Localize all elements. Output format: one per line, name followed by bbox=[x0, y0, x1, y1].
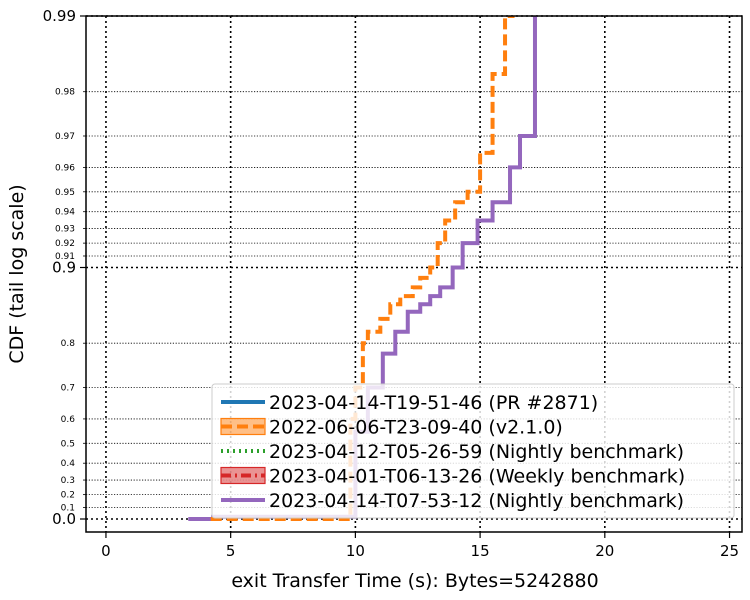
x-tick-label: 15 bbox=[471, 542, 490, 560]
legend-label-4: 2023-04-14-T07-53-12 (Nightly benchmark) bbox=[269, 490, 684, 512]
y-tick-label-minor: 0.7 bbox=[61, 383, 75, 393]
y-tick-label-minor: 0.91 bbox=[55, 252, 75, 262]
y-tick-label-minor: 0.98 bbox=[55, 88, 75, 98]
y-tick-label-minor: 0.93 bbox=[55, 225, 75, 235]
legend-label-0: 2023-04-14-T19-51-46 (PR #2871) bbox=[269, 392, 598, 414]
y-tick-label-minor: 0.97 bbox=[55, 132, 75, 142]
x-axis-ticks: 0 5 10 15 20 25 bbox=[101, 532, 739, 560]
y-axis-label: CDF (tail log scale) bbox=[6, 184, 28, 363]
x-tick-label: 5 bbox=[226, 542, 236, 560]
series-line-1 bbox=[210, 16, 515, 521]
y-tick-label-minor: 0.1 bbox=[61, 503, 75, 513]
y-tick-label-minor: 0.2 bbox=[61, 491, 75, 501]
y-tick-label-minor: 0.8 bbox=[61, 339, 76, 349]
x-tick-label: 20 bbox=[595, 542, 614, 560]
y-tick-label-major: 0.0 bbox=[52, 510, 76, 528]
x-tick-label: 10 bbox=[346, 542, 365, 560]
legend-box bbox=[211, 383, 735, 519]
y-tick-label-major: 0.9 bbox=[52, 259, 76, 277]
legend-label-1: 2022-06-06-T23-09-40 (v2.1.0) bbox=[269, 417, 563, 439]
y-tick-label-minor: 0.94 bbox=[55, 208, 75, 218]
y-tick-label-minor: 0.96 bbox=[55, 163, 75, 173]
y-tick-label-minor: 0.3 bbox=[61, 476, 75, 486]
y-axis-ticks: 0.0 0.9 0.99 0.1 0.2 0.3 0.4 0.5 0.6 0.7 0.8 0.91 0.… bbox=[43, 7, 86, 528]
y-tick-label-minor: 0.5 bbox=[61, 439, 75, 449]
legend-label-3: 2023-04-01-T06-13-26 (Weekly benchmark) bbox=[269, 466, 685, 488]
x-tick-label: 25 bbox=[720, 542, 739, 560]
y-tick-label-minor: 0.92 bbox=[55, 239, 75, 249]
y-tick-label-minor: 0.95 bbox=[55, 188, 75, 198]
plot-frame bbox=[85, 15, 743, 533]
legend: 2023-04-14-T19-51-46 (PR #2871) 2022-06-0… bbox=[211, 383, 735, 519]
legend-label-2: 2023-04-12-T05-26-59 (Nightly benchmark) bbox=[269, 441, 684, 463]
y-tick-label-minor: 0.6 bbox=[61, 415, 76, 425]
x-axis-label: exit Transfer Time (s): Bytes=5242880 bbox=[231, 570, 598, 592]
y-tick-label-major: 0.99 bbox=[43, 7, 76, 25]
x-tick-label: 0 bbox=[101, 542, 111, 560]
y-tick-label-minor: 0.4 bbox=[61, 459, 76, 469]
